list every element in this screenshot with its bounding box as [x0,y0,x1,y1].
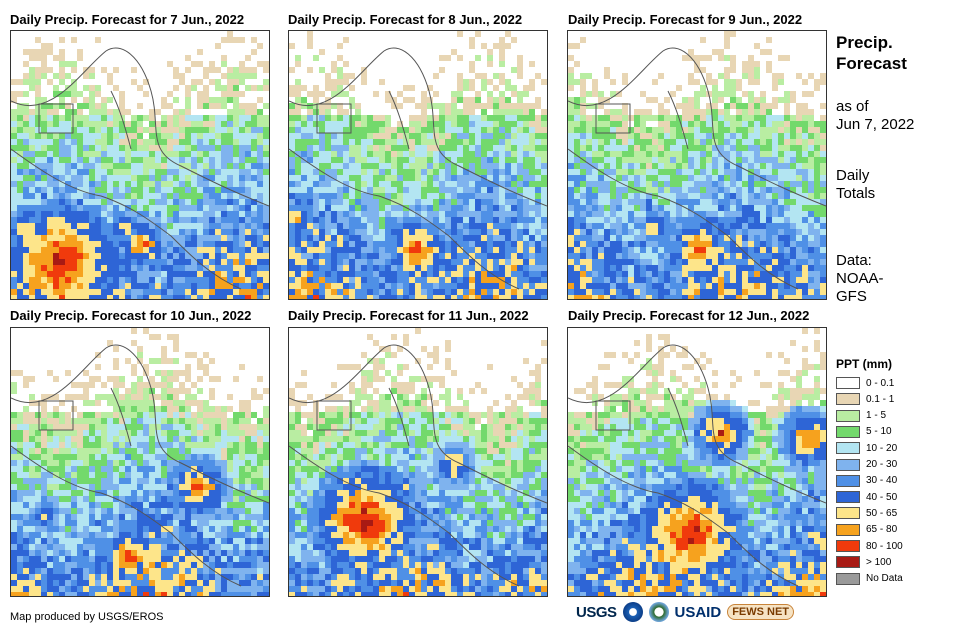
logo-strip: USGS USAID FEWS NET [576,602,795,622]
map-panel-2 [288,30,548,300]
legend-label: 0 - 0.1 [866,377,895,389]
map-credit: Map produced by USGS/EROS [10,611,164,623]
map-raster-4 [11,328,269,596]
map-raster-1 [11,31,269,299]
legend-label: 50 - 65 [866,507,898,519]
legend-swatch [836,523,860,536]
legend-row: 20 - 30 [836,458,897,472]
legend-swatch [836,491,860,504]
legend-row: 40 - 50 [836,490,897,504]
sidebar-totals-line1: Daily [836,167,870,184]
map-raster-6 [568,328,826,596]
legend-swatch [836,425,860,438]
legend-row: No Data [836,572,903,586]
noaa-logo-icon [622,602,643,622]
nasa-logo-icon [648,602,669,622]
sidebar-asof-line2: Jun 7, 2022 [836,116,915,133]
legend-row: 10 - 20 [836,441,897,455]
legend-row: 50 - 65 [836,506,897,520]
legend-label: > 100 [866,556,892,568]
legend-row: 1 - 5 [836,409,886,423]
map-raster-3 [568,31,826,299]
panel-title-3: Daily Precip. Forecast for 9 Jun., 2022 [568,12,803,27]
legend-swatch [836,442,860,455]
legend-swatch [836,507,860,520]
sidebar-data-source: Data: NOAA- GFS [836,252,884,306]
legend-swatch [836,540,860,552]
sidebar-data-line1: Data: [836,252,872,269]
legend-swatch [836,474,860,487]
map-raster-2 [289,31,547,299]
legend-label: 1 - 5 [866,410,887,422]
legend-row: 5 - 10 [836,425,892,439]
legend-row: 0.1 - 1 [836,392,894,406]
sidebar-totals: Daily Totals [836,167,875,203]
legend-swatch [836,572,860,585]
legend-label: 20 - 30 [866,459,898,470]
legend-swatch [836,458,860,471]
fewsnet-logo: FEWS NET [727,604,795,620]
legend-swatch [836,377,860,389]
legend-row: > 100 [836,555,891,569]
sidebar-asof: as of Jun 7, 2022 [836,98,914,134]
map-panel-6 [567,327,827,597]
legend-label: 80 - 100 [866,540,903,552]
panel-title-5: Daily Precip. Forecast for 11 Jun., 2022 [288,308,529,323]
legend-row: 30 - 40 [836,474,897,488]
usaid-logo: USAID [674,603,722,621]
legend-label: 0.1 - 1 [866,393,895,405]
panel-title-1: Daily Precip. Forecast for 7 Jun., 2022 [10,12,245,27]
legend-row: 65 - 80 [836,523,897,537]
map-raster-5 [289,328,547,596]
map-panel-5 [288,327,548,597]
map-panel-3 [567,30,827,300]
legend-swatch [836,409,860,422]
legend-label: 30 - 40 [866,475,898,487]
legend-label: 40 - 50 [866,491,898,503]
legend-label: 10 - 20 [866,442,898,454]
map-panel-1 [10,30,270,300]
sidebar-title-line1: Precip. [836,33,893,52]
legend-swatch [836,556,860,569]
legend-row: 80 - 100 [836,539,903,553]
sidebar-asof-line1: as of [836,98,869,115]
sidebar-data-line2: NOAA- [836,270,884,287]
panel-title-4: Daily Precip. Forecast for 10 Jun., 2022 [10,308,252,323]
legend-label: 5 - 10 [866,426,892,438]
sidebar-totals-line2: Totals [836,185,876,202]
legend-label: No Data [866,573,903,585]
sidebar-title: Precip. Forecast [836,32,907,74]
panel-title-6: Daily Precip. Forecast for 12 Jun., 2022 [568,308,810,323]
usgs-logo: USGS [576,603,617,621]
sidebar-data-line3: GFS [836,288,867,305]
sidebar-title-line2: Forecast [836,54,907,73]
legend-label: 65 - 80 [866,524,898,536]
legend-title: PPT (mm) [836,357,893,371]
map-panel-4 [10,327,270,597]
legend-swatch [836,393,860,406]
panel-title-2: Daily Precip. Forecast for 8 Jun., 2022 [288,12,523,27]
legend-row: 0 - 0.1 [836,376,894,390]
